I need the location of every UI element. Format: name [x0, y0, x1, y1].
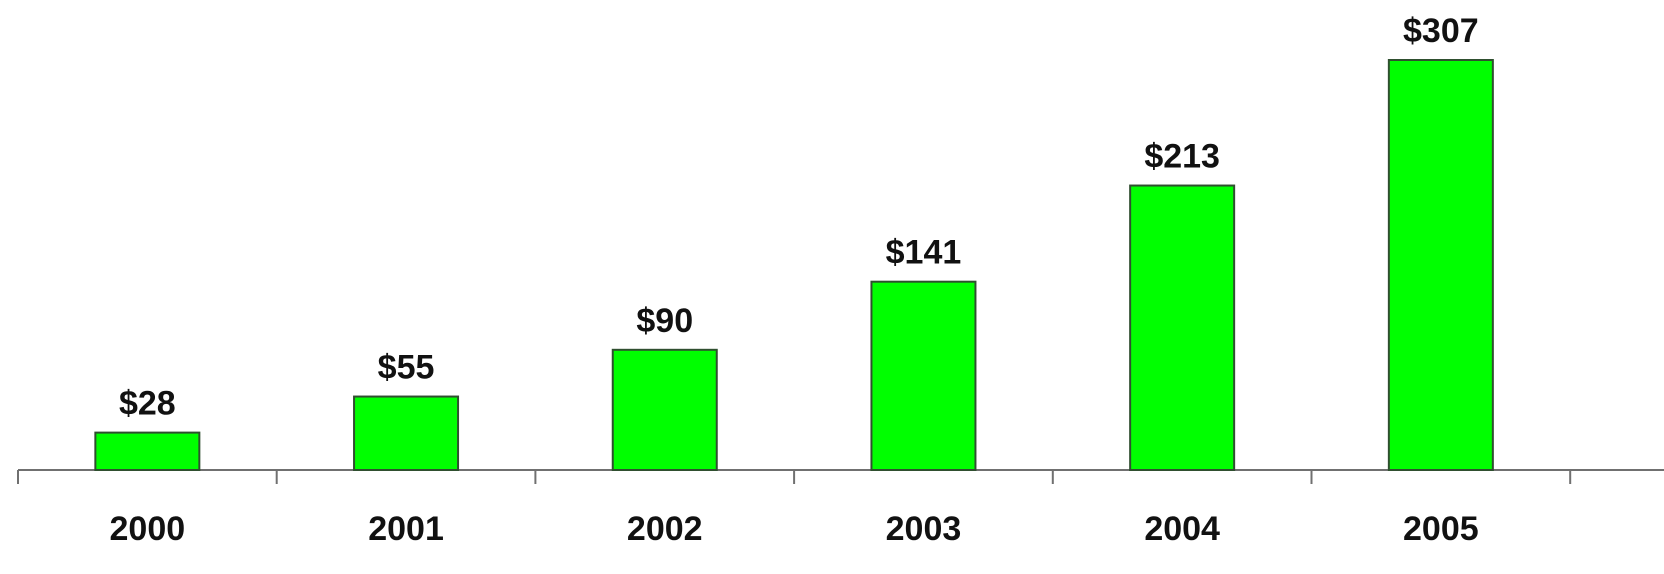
data-label-2005: $307 [1403, 12, 1479, 50]
bar-2000 [94, 431, 201, 472]
x-tick-labels-group: 2000 2001 2002 2003 2004 2005 [110, 510, 1479, 548]
data-labels-group: $28 $55 $90 $141 $213 $307 [119, 12, 1479, 423]
data-label-2001: $55 [378, 349, 435, 387]
x-tick-label-2001: 2001 [368, 510, 444, 548]
bar-2003 [870, 280, 977, 471]
x-tick-label-2002: 2002 [627, 510, 703, 548]
data-label-2002: $90 [636, 302, 693, 340]
x-tick-label-2005: 2005 [1403, 510, 1479, 548]
x-tick-label-2003: 2003 [886, 510, 962, 548]
data-label-2003: $141 [886, 234, 962, 272]
bar-2002 [611, 348, 718, 472]
bar-2004 [1129, 184, 1236, 472]
x-tick-label-2000: 2000 [110, 510, 186, 548]
bars-group [94, 59, 1494, 472]
x-tick-label-2004: 2004 [1144, 510, 1220, 548]
bar-2005 [1387, 59, 1494, 471]
data-label-2004: $213 [1144, 138, 1220, 176]
data-label-2000: $28 [119, 385, 176, 423]
bar-2001 [353, 395, 460, 472]
x-axis-ticks [17, 470, 1572, 484]
